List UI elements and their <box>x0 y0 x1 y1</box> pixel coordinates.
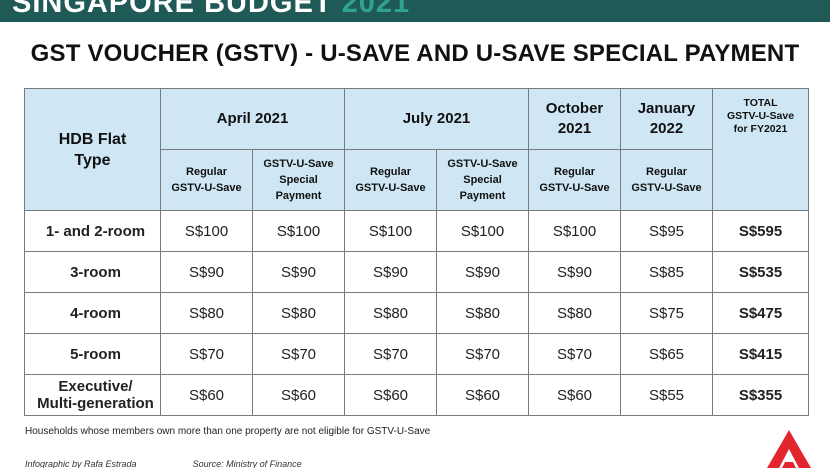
header-july-2021: July 2021 <box>344 88 529 150</box>
value-cell: S$80 <box>528 292 621 334</box>
value-cell: S$60 <box>436 374 529 416</box>
value-cell: S$95 <box>620 210 713 252</box>
total-cell: S$355 <box>712 374 809 416</box>
header-october-2021: October 2021 <box>528 88 621 150</box>
header-january-2022: January 2022 <box>620 88 713 150</box>
total-cell: S$535 <box>712 251 809 293</box>
footnote: Households whose members own more than o… <box>25 426 431 437</box>
row-flat-type: 5-room <box>24 333 161 375</box>
value-cell: S$85 <box>620 251 713 293</box>
top-banner: SINGAPORE BUDGET 2021 <box>0 0 830 22</box>
table-row: Executive/Multi-generation S$60 S$60 S$6… <box>24 374 809 416</box>
value-cell: S$80 <box>344 292 437 334</box>
value-cell: S$60 <box>344 374 437 416</box>
row-flat-type: 1- and 2-room <box>24 210 161 252</box>
row-flat-type: Executive/Multi-generation <box>24 374 161 416</box>
header-flat-type: HDB Flat Type <box>24 88 161 211</box>
subheader-regular: Regular GSTV-U-Save <box>620 149 713 211</box>
value-cell: S$90 <box>528 251 621 293</box>
value-cell: S$80 <box>436 292 529 334</box>
value-cell: S$100 <box>436 210 529 252</box>
value-cell: S$70 <box>436 333 529 375</box>
total-cell: S$475 <box>712 292 809 334</box>
row-flat-type: 4-room <box>24 292 161 334</box>
value-cell: S$80 <box>160 292 253 334</box>
value-cell: S$90 <box>160 251 253 293</box>
value-cell: S$100 <box>528 210 621 252</box>
value-cell: S$65 <box>620 333 713 375</box>
credits: Infographic by Rafa Estrada Source: Minis… <box>25 459 302 468</box>
value-cell: S$60 <box>528 374 621 416</box>
banner-title: SINGAPORE BUDGET 2021 <box>12 0 410 20</box>
header-total: TOTAL GSTV-U-Save for FY2021 <box>712 88 809 211</box>
value-cell: S$60 <box>252 374 345 416</box>
infographic-credit: Infographic by Rafa Estrada <box>25 459 137 468</box>
value-cell: S$100 <box>252 210 345 252</box>
total-cell: S$415 <box>712 333 809 375</box>
table-row: 5-room S$70 S$70 S$70 S$70 S$70 S$65 S$4… <box>24 333 809 375</box>
banner-title-main: SINGAPORE BUDGET <box>12 0 342 19</box>
subheader-special: GSTV-U-Save Special Payment <box>252 149 345 211</box>
value-cell: S$60 <box>160 374 253 416</box>
table-row: 4-room S$80 S$80 S$80 S$80 S$80 S$75 S$4… <box>24 292 809 334</box>
page-title: GST VOUCHER (GSTV) - U-SAVE AND U-SAVE S… <box>30 40 800 67</box>
row-flat-type: 3-room <box>24 251 161 293</box>
value-cell: S$90 <box>436 251 529 293</box>
subheader-regular: Regular GSTV-U-Save <box>344 149 437 211</box>
value-cell: S$90 <box>344 251 437 293</box>
total-cell: S$595 <box>712 210 809 252</box>
value-cell: S$80 <box>252 292 345 334</box>
value-cell: S$100 <box>160 210 253 252</box>
value-cell: S$70 <box>252 333 345 375</box>
header-april-2021: April 2021 <box>160 88 345 150</box>
value-cell: S$70 <box>160 333 253 375</box>
value-cell: S$70 <box>528 333 621 375</box>
value-cell: S$75 <box>620 292 713 334</box>
value-cell: S$90 <box>252 251 345 293</box>
value-cell: S$70 <box>344 333 437 375</box>
gstv-table: HDB Flat Type April 2021 July 2021 Octobe… <box>24 88 809 416</box>
subheader-special: GSTV-U-Save Special Payment <box>436 149 529 211</box>
value-cell: S$55 <box>620 374 713 416</box>
table-row: 1- and 2-room S$100 S$100 S$100 S$100 S$… <box>24 210 809 252</box>
subheader-regular: Regular GSTV-U-Save <box>160 149 253 211</box>
banner-title-year: 2021 <box>341 0 411 19</box>
subheader-regular: Regular GSTV-U-Save <box>528 149 621 211</box>
cna-logo-icon <box>767 430 811 468</box>
value-cell: S$100 <box>344 210 437 252</box>
table-row: 3-room S$90 S$90 S$90 S$90 S$90 S$85 S$5… <box>24 251 809 293</box>
source-credit: Source: Ministry of Finance <box>192 459 302 468</box>
